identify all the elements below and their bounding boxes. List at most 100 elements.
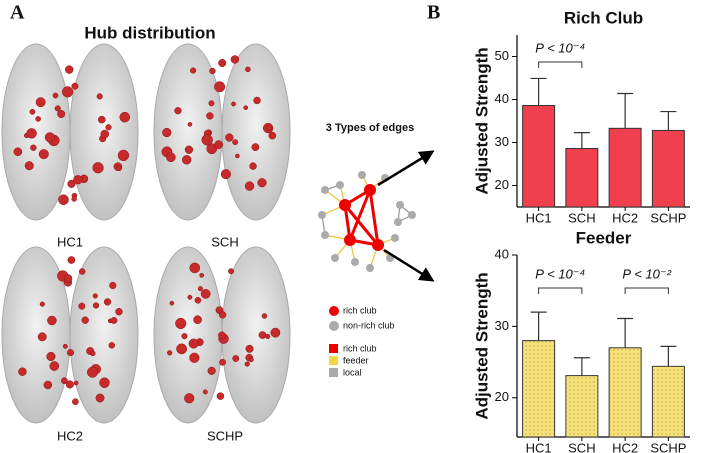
hub-node: [38, 149, 49, 160]
y-axis-label: Adjusted Strength: [472, 272, 491, 419]
hub-node: [86, 366, 98, 378]
hub-node: [184, 393, 195, 404]
hub-node: [95, 393, 105, 403]
hub-node: [214, 140, 224, 149]
bar-texture: [609, 347, 642, 437]
hub-node: [109, 281, 117, 290]
significance-bracket: [538, 287, 583, 294]
legend-label: rich club: [343, 343, 377, 353]
hub-node: [200, 289, 211, 299]
hub-node: [218, 58, 227, 68]
significance-bracket: [624, 287, 669, 294]
hub-node: [166, 152, 176, 163]
hub-node: [57, 109, 66, 118]
error-bar: [530, 77, 547, 106]
hub-node: [258, 331, 267, 339]
hub-node: [71, 196, 77, 202]
error-bar: [573, 357, 590, 376]
hub-node: [193, 315, 202, 325]
hub-node: [189, 352, 200, 363]
hub-node: [245, 66, 251, 73]
hemisphere: [221, 43, 291, 221]
hub-node: [61, 377, 68, 385]
x-tick-label: SCHP: [650, 210, 686, 225]
hub-node: [216, 392, 225, 400]
hub-node: [99, 377, 110, 388]
legend-label: rich club: [343, 305, 377, 315]
error-bar: [530, 311, 547, 341]
bar: [565, 148, 599, 208]
significance-label: P < 10⁻⁴: [535, 40, 585, 55]
hub-node: [249, 162, 257, 170]
hub-node: [219, 358, 226, 366]
hub-node: [35, 97, 46, 108]
hub-node: [230, 55, 240, 64]
hub-node: [187, 294, 193, 300]
legend-label: local: [343, 367, 362, 377]
bar: [522, 105, 556, 208]
error-bar: [573, 132, 590, 149]
hub-node: [26, 128, 37, 139]
hub-node: [72, 398, 79, 406]
y-tick-label: 40: [495, 91, 509, 106]
significance-bracket: [538, 61, 583, 68]
bar-texture: [565, 375, 598, 437]
hub-node: [253, 96, 261, 105]
hub-node: [232, 355, 240, 362]
hub-node: [197, 286, 203, 292]
hub-node: [265, 333, 271, 340]
hub-node: [62, 343, 68, 349]
bar-texture: [652, 366, 685, 437]
hub-node: [206, 143, 218, 155]
hub-node: [162, 127, 172, 138]
panel-title: Hub distribution: [84, 23, 215, 42]
hub-node: [184, 145, 194, 154]
hub-node: [257, 178, 267, 188]
hub-node: [92, 302, 100, 309]
hub-node: [261, 313, 268, 319]
hub-node: [270, 327, 281, 338]
hub-node: [187, 122, 193, 127]
x-tick-label: SCHP: [650, 440, 686, 453]
hub-node: [54, 105, 61, 112]
hub-node: [73, 175, 83, 185]
hub-node: [49, 361, 60, 371]
hub-node: [188, 338, 199, 349]
hub-node: [251, 143, 260, 152]
hub-node: [29, 108, 36, 115]
hub-node: [43, 380, 53, 390]
hub-node: [71, 82, 79, 90]
hub-node: [220, 169, 231, 180]
hub-node: [176, 343, 187, 355]
hub-node: [190, 67, 197, 74]
hub-node: [199, 273, 204, 278]
y-tick-label: 40: [495, 246, 509, 261]
hub-node: [73, 380, 79, 386]
hub-node: [65, 380, 74, 389]
hub-node: [232, 139, 239, 146]
hub-node: [174, 107, 182, 115]
hub-node: [58, 194, 69, 205]
hub-node: [248, 357, 254, 363]
x-tick-label: HC2: [612, 440, 638, 453]
hub-node: [62, 86, 74, 98]
hub-node: [235, 153, 240, 159]
bar: [651, 129, 685, 208]
hub-node: [225, 133, 234, 142]
hub-node: [266, 125, 272, 132]
network-diagram: [318, 150, 435, 282]
hub-node: [115, 308, 123, 316]
hub-node: [78, 268, 86, 275]
hub-node: [67, 179, 76, 188]
hub-node: [52, 92, 59, 99]
panel-label: B: [427, 2, 440, 24]
hub-node: [39, 301, 45, 307]
hub-node: [201, 134, 213, 146]
x-tick-label: HC1: [526, 440, 552, 453]
chart-title: Feeder: [576, 228, 632, 247]
hub-node: [244, 361, 250, 367]
hub-node: [207, 366, 216, 375]
hub-node: [105, 124, 112, 131]
hub-node: [30, 144, 37, 151]
